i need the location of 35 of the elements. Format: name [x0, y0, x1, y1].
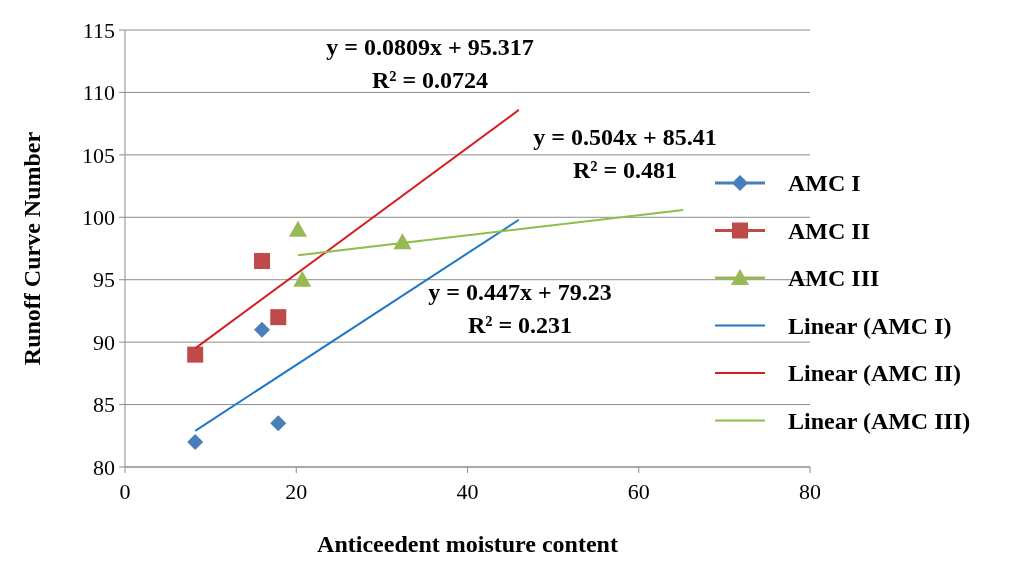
annotation: R² = 0.481	[572, 157, 678, 183]
annotation: y = 0.504x + 85.41	[533, 124, 717, 150]
point	[270, 309, 287, 326]
legend-label: Linear (AMC I)	[788, 312, 952, 339]
y-tick-label: 95	[93, 267, 115, 293]
y-tick-label: 85	[93, 392, 115, 418]
point	[293, 270, 312, 287]
y-tick-label: 100	[82, 204, 115, 230]
legend-label: AMC I	[788, 170, 861, 197]
x-tick-label: 60	[627, 479, 650, 504]
y-tick-label: 90	[93, 329, 115, 355]
annotation: R² = 0.0724	[371, 67, 489, 93]
legend-label: AMC III	[788, 265, 880, 292]
point	[288, 220, 307, 237]
point	[270, 415, 287, 432]
point	[187, 434, 204, 451]
x-tick-label: 20	[285, 479, 308, 504]
x-axis-title: Anticeedent moisture content	[317, 531, 618, 557]
y-tick-label: 80	[93, 454, 115, 480]
y-axis-title: Runoff Curve Number	[19, 131, 45, 366]
legend-label: Linear (AMC II)	[788, 360, 961, 387]
y-tick-label: 115	[82, 17, 115, 43]
x-tick-label: 0	[119, 479, 131, 504]
y-tick-label: 110	[82, 80, 115, 106]
legend-label: AMC II	[788, 217, 870, 244]
point	[187, 346, 204, 363]
annotation: y = 0.447x + 79.23	[428, 279, 612, 305]
annotation: R² = 0.231	[467, 312, 573, 338]
annotation: y = 0.0809x + 95.317	[326, 34, 534, 60]
x-tick-label: 40	[456, 479, 479, 504]
x-tick-label: 80	[799, 479, 821, 504]
point	[254, 252, 270, 269]
legend-label: Linear (AMC III)	[788, 407, 971, 434]
y-tick-label: 105	[82, 142, 115, 168]
point	[254, 321, 270, 338]
